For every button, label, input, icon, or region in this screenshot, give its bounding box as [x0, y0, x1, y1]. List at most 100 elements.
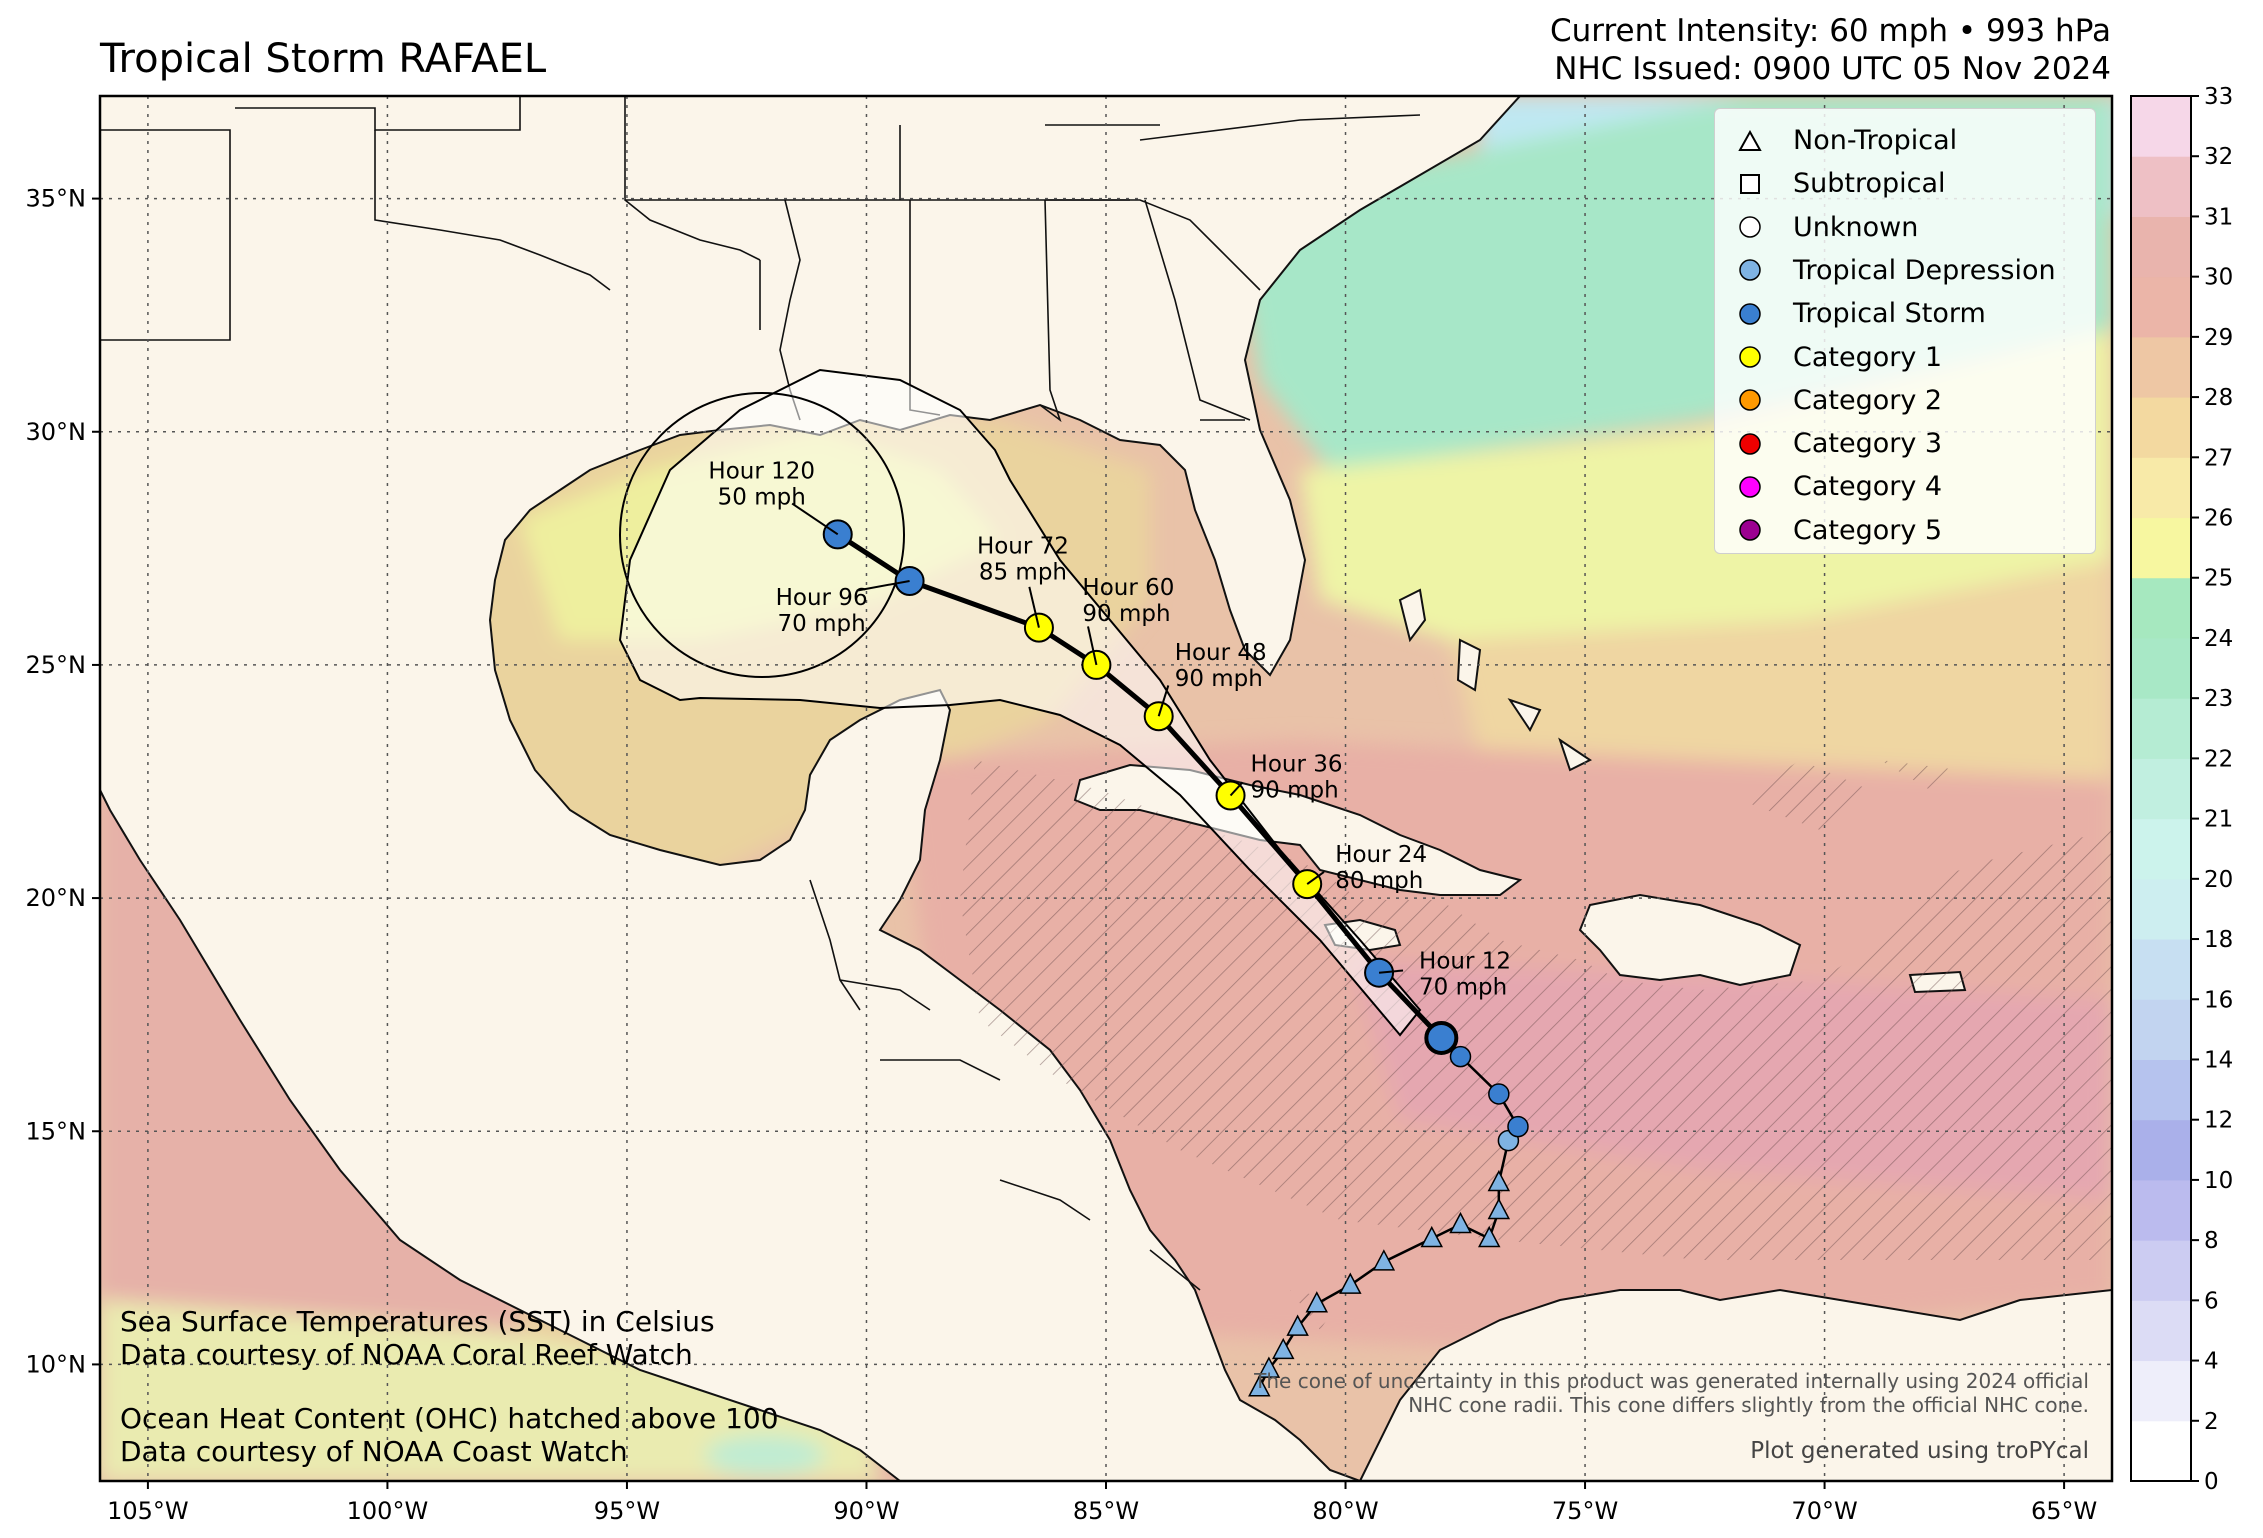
- grid-lines: [100, 96, 2112, 1481]
- colorbar-tick-label: 23: [2204, 686, 2233, 712]
- colorbar-tick-label: 31: [2204, 204, 2233, 230]
- observed-point-nontropical: [1257, 1356, 1281, 1378]
- observed-point-nontropical: [1420, 1225, 1443, 1248]
- colorbar-tick-label: 25: [2204, 566, 2233, 592]
- forecast-wind-label: 70 mph: [778, 611, 866, 637]
- colorbar-tick-label: 12: [2204, 1108, 2233, 1134]
- forecast-wind-label: 90 mph: [1251, 777, 1339, 803]
- colorbar-tick-label: 8: [2204, 1228, 2219, 1254]
- lat-tick-label: 30°N: [26, 418, 87, 446]
- legend-item: Category 3: [1715, 422, 1942, 465]
- forecast-label-leader: [1229, 781, 1244, 797]
- sst-note-line-1: Sea Surface Temperatures (SST) in Celsiu…: [120, 1305, 715, 1338]
- legend-item: Non-Tropical: [1715, 119, 1957, 162]
- observed-point: [1488, 1083, 1510, 1105]
- colorbar-segment: [2131, 1300, 2191, 1362]
- colorbar-segment: [2131, 1059, 2191, 1121]
- colorbar-segment: [2131, 637, 2191, 699]
- plot-credit: Plot generated using troPYcal: [1750, 1438, 2089, 1464]
- legend-label: Category 3: [1793, 428, 1943, 460]
- colorbar-tick-label: 21: [2204, 807, 2233, 833]
- sst-note-line-2: Data courtesy of NOAA Coral Reef Watch: [120, 1338, 693, 1371]
- legend-square-icon: [1715, 173, 1785, 195]
- colorbar-segment: [2131, 1179, 2191, 1241]
- colorbar-ticks: 0246810121416182021222324252627282930313…: [2191, 84, 2233, 1495]
- lat-tick-label: 25°N: [26, 651, 87, 679]
- legend-circle-icon: [1715, 302, 1785, 326]
- forecast-wind-label: 85 mph: [979, 560, 1067, 586]
- cone-disclaimer-line-2: NHC cone radii. This cone differs slight…: [1408, 1393, 2089, 1417]
- legend-label: Tropical Storm: [1793, 298, 1986, 330]
- current-position-marker: [1424, 1020, 1459, 1055]
- legend-label: Non-Tropical: [1793, 125, 1958, 156]
- observed-point-nontropical: [1305, 1291, 1329, 1313]
- legend-circle-icon: [1715, 475, 1785, 499]
- lon-tick-label: 70°W: [1791, 1497, 1857, 1525]
- legend-item: Category 4: [1715, 465, 1942, 508]
- forecast-hour-label: Hour 12: [1419, 949, 1511, 975]
- colorbar-segment: [2131, 758, 2191, 820]
- forecast-hour-label: Hour 36: [1251, 751, 1343, 777]
- legend-item: Tropical Depression: [1715, 249, 2056, 292]
- colorbar-segment: [2131, 999, 2191, 1060]
- colorbar-tick-label: 18: [2204, 927, 2233, 953]
- legend-label: Tropical Depression: [1793, 254, 2056, 286]
- legend-circle-icon: [1715, 258, 1785, 282]
- observed-point-nontropical: [1272, 1337, 1295, 1360]
- colorbar-tick-label: 20: [2204, 867, 2233, 893]
- forecast-wind-label: 70 mph: [1419, 975, 1507, 1001]
- colorbar-segment: [2131, 216, 2191, 278]
- colorbar-tick-label: 10: [2204, 1168, 2233, 1194]
- observed-point: [1507, 1115, 1529, 1138]
- forecast-label-leader: [1087, 626, 1098, 666]
- colorbar-tick-label: 4: [2204, 1349, 2219, 1375]
- legend-triangle-icon: [1715, 129, 1785, 152]
- legend-label: Category 1: [1793, 341, 1943, 373]
- forecast-hour-label: Hour 72: [977, 534, 1069, 560]
- forecast-wind-label: 90 mph: [1082, 601, 1170, 627]
- colorbar-segment: [2131, 276, 2191, 338]
- current-intensity: Current Intensity: 60 mph • 993 hPa: [1549, 13, 2111, 49]
- legend-item: Category 1: [1715, 336, 1942, 379]
- forecast-hour-label: Hour 96: [776, 585, 868, 611]
- lat-tick-label: 15°N: [26, 1117, 87, 1145]
- legend-item: Category 5: [1715, 509, 1942, 552]
- observed-point-nontropical: [1248, 1375, 1271, 1397]
- lon-tick-label: 95°W: [594, 1497, 660, 1525]
- lon-tick-label: 105°W: [107, 1497, 189, 1525]
- legend-label: Category 4: [1793, 471, 1943, 503]
- colorbar-segment: [2131, 878, 2191, 940]
- forecast-label-leader: [1028, 586, 1040, 628]
- colorbar-segment: [2131, 1420, 2191, 1482]
- legend: Non-Tropical Subtropical Unknown Tropical D…: [1714, 108, 2096, 554]
- legend-label: Category 2: [1793, 384, 1943, 416]
- colorbar-tick-label: 2: [2204, 1409, 2219, 1435]
- observed-point: [1449, 1045, 1472, 1068]
- observed-point-nontropical: [1286, 1314, 1309, 1336]
- lat-tick-label: 20°N: [26, 884, 87, 912]
- observed-point-nontropical: [1372, 1249, 1396, 1271]
- lon-tick-label: 75°W: [1552, 1497, 1618, 1525]
- colorbar-segment: [2131, 336, 2191, 398]
- legend-item: Subtropical: [1715, 162, 1946, 205]
- forecast-label-leader: [1306, 871, 1325, 885]
- forecast-hour-label: Hour 24: [1335, 842, 1427, 868]
- colorbar-segment: [2131, 577, 2191, 639]
- legend-circle-icon: [1715, 432, 1785, 456]
- legend-label: Category 5: [1793, 514, 1943, 546]
- lat-tick-label: 35°N: [26, 185, 87, 213]
- borders: [100, 96, 1421, 1291]
- legend-item: Category 2: [1715, 379, 1942, 422]
- colorbar-tick-label: 0: [2204, 1469, 2219, 1495]
- longitude-labels: 105°W 100°W 95°W 90°W 85°W 80°W 75°W 70°W 65°W: [107, 1481, 2097, 1525]
- observed-point-nontropical: [1487, 1197, 1511, 1220]
- forecast-hour-label: Hour 120: [708, 458, 815, 484]
- colorbar-segment: [2131, 517, 2191, 579]
- forecast-label-leader: [856, 579, 910, 592]
- forecast-wind-label: 90 mph: [1175, 666, 1263, 692]
- colorbar-segment: [2131, 96, 2191, 157]
- colorbar-segment: [2131, 698, 2191, 759]
- lon-tick-label: 80°W: [1312, 1497, 1378, 1525]
- colorbar-tick-label: 32: [2204, 144, 2233, 170]
- legend-circle-icon: [1715, 215, 1785, 239]
